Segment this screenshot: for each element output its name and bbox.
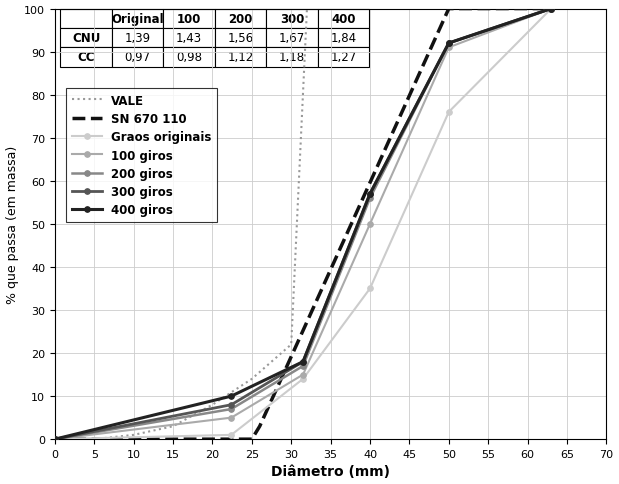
X-axis label: Diâmetro (mm): Diâmetro (mm): [271, 465, 390, 479]
Legend: VALE, SN 670 110, Graos originais, 100 giros, 200 giros, 300 giros, 400 giros: VALE, SN 670 110, Graos originais, 100 g…: [66, 89, 217, 223]
Y-axis label: % que passa (em massa): % que passa (em massa): [6, 145, 19, 303]
